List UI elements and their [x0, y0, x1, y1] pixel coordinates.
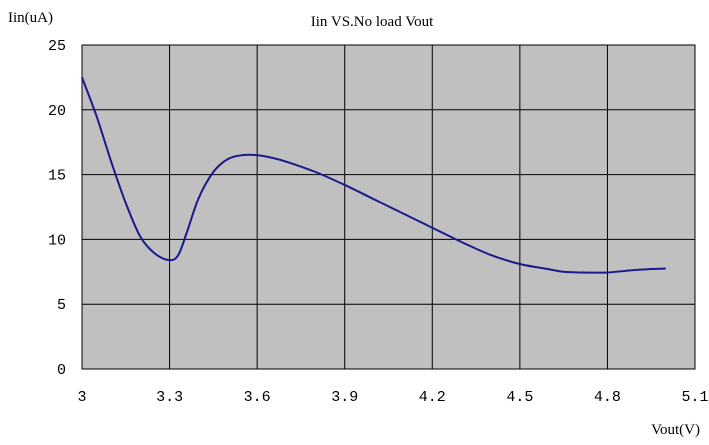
x-tick-label: 3	[77, 389, 86, 406]
x-tick-label: 3.9	[331, 389, 358, 406]
y-tick-label: 5	[57, 297, 66, 314]
chart-title: Iin VS.No load Vout	[311, 14, 434, 30]
x-tick-label: 4.2	[419, 389, 446, 406]
x-tick-label: 5.1	[681, 389, 708, 406]
x-axis-label: Vout(V)	[651, 422, 700, 438]
x-tick-label: 4.8	[594, 389, 621, 406]
y-axis-label: Iin(uA)	[8, 10, 53, 26]
y-tick-label: 15	[48, 168, 66, 185]
y-tick-labels: 0 5 10 15 20 25	[48, 38, 66, 379]
x-tick-labels: 3 3.3 3.6 3.9 4.2 4.5 4.8 5.1	[77, 389, 708, 406]
x-tick-label: 3.3	[156, 389, 183, 406]
series-line	[81, 77, 666, 274]
grid-lines	[81, 44, 696, 370]
x-tick-label: 3.6	[244, 389, 271, 406]
y-tick-label: 25	[48, 38, 66, 55]
y-tick-label: 10	[48, 232, 66, 249]
x-tick-label: 4.5	[506, 389, 533, 406]
y-tick-label: 0	[57, 362, 66, 379]
y-tick-label: 20	[48, 103, 66, 120]
